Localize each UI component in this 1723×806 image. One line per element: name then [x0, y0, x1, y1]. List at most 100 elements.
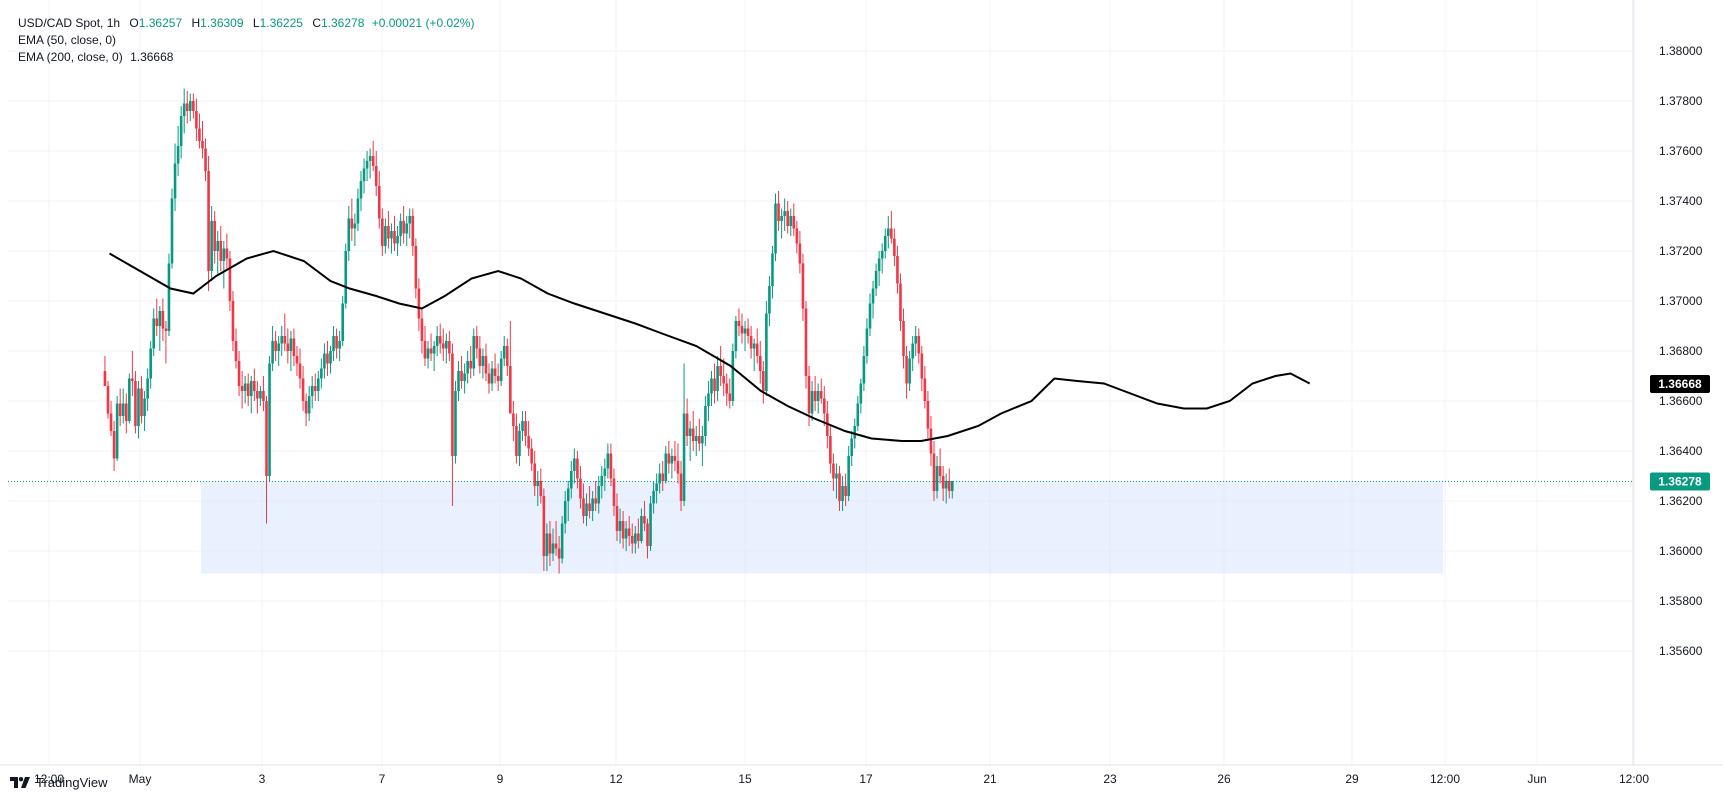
- candle-body: [496, 376, 500, 381]
- candle-body: [420, 318, 424, 341]
- candle-body: [121, 403, 125, 416]
- candle-body: [804, 308, 808, 376]
- candle-body: [554, 543, 558, 549]
- change-value: +0.00021 (+0.02%): [371, 16, 475, 30]
- candle-body: [871, 288, 875, 304]
- candle-body: [475, 336, 479, 349]
- candle-body: [396, 236, 399, 244]
- candle-body: [536, 481, 540, 486]
- ema200-label: EMA (200, close, 0): [18, 50, 123, 64]
- candle-body: [530, 448, 533, 464]
- price-tick-label: 1.36400: [1659, 444, 1703, 458]
- candle-body: [448, 341, 451, 354]
- candle-body: [143, 398, 146, 416]
- candle-body: [323, 353, 326, 369]
- candle-body: [356, 198, 360, 224]
- candle-body: [719, 366, 722, 376]
- candle-body: [792, 216, 796, 229]
- candle-body: [682, 413, 686, 501]
- candle-body: [429, 348, 433, 354]
- candle-body: [569, 471, 573, 489]
- candle-body: [384, 226, 387, 246]
- candle-body: [917, 336, 921, 354]
- candle-body: [405, 223, 408, 234]
- ema200-row[interactable]: EMA (200, close, 0) 1.36668: [18, 49, 474, 66]
- candle-body: [493, 368, 497, 376]
- high-value: 1.36309: [200, 16, 244, 30]
- candle-body: [777, 203, 780, 221]
- interval-label[interactable]: 1h: [106, 16, 121, 30]
- ema200-value: 1.36668: [130, 50, 174, 64]
- candle-body: [137, 388, 140, 426]
- price-tick-label: 1.36000: [1659, 544, 1703, 558]
- candle-body: [582, 498, 585, 516]
- candle-body: [874, 271, 878, 289]
- candle-body: [490, 368, 494, 384]
- candle-body: [417, 288, 421, 319]
- candle-body: [124, 403, 128, 421]
- candle-body: [844, 486, 847, 496]
- candle-body: [155, 318, 159, 326]
- candle-body: [411, 216, 415, 246]
- candle-body: [597, 486, 601, 504]
- time-tick-label: Jun: [1527, 772, 1546, 786]
- candle-body: [140, 388, 143, 416]
- candle-body: [457, 371, 460, 391]
- candle-body: [362, 168, 366, 181]
- candle-body: [877, 258, 881, 271]
- candle-body: [423, 341, 427, 359]
- price-axis: 1.38000 1.37800 1.37600 1.37400 1.37200 1.370…: [1659, 44, 1703, 658]
- candle-body: [402, 221, 405, 234]
- candle-body: [621, 521, 625, 539]
- candle-body: [749, 336, 753, 349]
- time-tick-label: 17: [859, 772, 873, 786]
- ema50-label: EMA (50, close, 0): [18, 33, 117, 47]
- candle-body: [880, 251, 884, 259]
- low-label: L: [252, 16, 260, 30]
- candle-body: [838, 473, 841, 501]
- candle-body: [472, 336, 476, 369]
- candle-body: [646, 523, 649, 546]
- time-tick-label: 12:00: [1619, 772, 1649, 786]
- candle-body: [274, 341, 277, 351]
- candle-body: [326, 353, 329, 364]
- symbol-name[interactable]: USD/CAD Spot: [18, 16, 101, 30]
- candle-body: [722, 376, 725, 384]
- candle-body: [408, 216, 412, 224]
- candle-body: [445, 341, 448, 349]
- candle-body: [173, 163, 177, 199]
- candle-body: [755, 343, 759, 356]
- candle-body: [795, 228, 799, 244]
- candle-body: [438, 336, 442, 344]
- candle-body: [109, 413, 113, 431]
- tradingview-logo[interactable]: TradingView: [10, 775, 108, 790]
- candle-body: [164, 328, 168, 331]
- candle-body: [746, 328, 750, 336]
- candle-body: [237, 361, 241, 386]
- price-tick-label: 1.36200: [1659, 494, 1703, 508]
- candle-body: [115, 403, 119, 459]
- candle-body: [801, 263, 805, 309]
- ema50-row[interactable]: EMA (50, close, 0): [18, 32, 474, 49]
- candle-body: [944, 481, 948, 489]
- candle-body: [341, 303, 344, 341]
- candle-body: [783, 211, 786, 216]
- candle-body: [243, 383, 247, 391]
- candle-body: [353, 223, 357, 229]
- candle-body: [310, 386, 314, 396]
- candle-body: [780, 216, 783, 221]
- candle-body: [850, 438, 854, 456]
- candle-body: [161, 311, 165, 329]
- high-label: H: [191, 16, 201, 30]
- candle-body: [344, 251, 348, 304]
- candle-body: [941, 476, 945, 489]
- candle-body: [499, 358, 503, 381]
- candle-body: [707, 393, 710, 406]
- price-tick-label: 1.37800: [1659, 94, 1703, 108]
- candle-body: [152, 318, 156, 349]
- candle-body: [441, 343, 445, 349]
- candle-body: [329, 351, 332, 364]
- open-label: O: [129, 16, 139, 30]
